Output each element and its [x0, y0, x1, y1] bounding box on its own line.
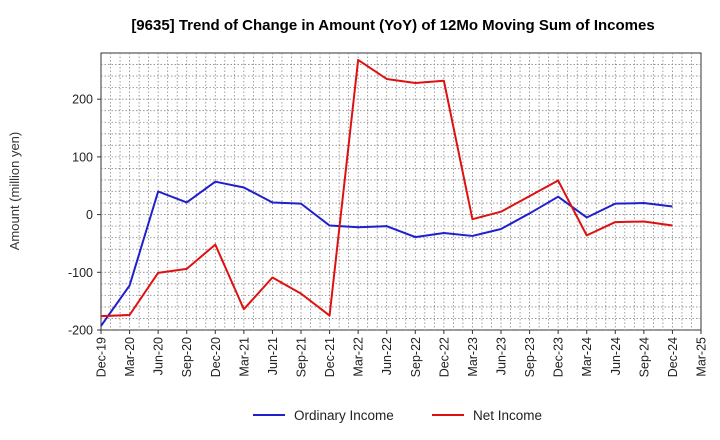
x-tick-label: Jun-21 — [266, 337, 280, 375]
plot-area — [100, 52, 702, 331]
legend: Ordinary Income Net Income — [253, 408, 542, 423]
series-line-ordinary-income — [100, 180, 673, 327]
legend-label: Ordinary Income — [294, 408, 394, 423]
x-tick-label: Sep-23 — [523, 337, 537, 377]
x-tick-label: Dec-24 — [666, 337, 680, 377]
x-tick-label: Sep-21 — [295, 337, 309, 377]
x-tick-label: Dec-19 — [95, 337, 109, 377]
x-tick-label: Sep-20 — [180, 337, 194, 377]
x-tick-label: Sep-22 — [409, 337, 423, 377]
y-tick-label: 200 — [72, 93, 93, 107]
x-tick-label: Mar-23 — [466, 337, 480, 377]
chart-title: [9635] Trend of Change in Amount (YoY) o… — [131, 17, 654, 34]
grid — [101, 53, 701, 330]
x-tick-label: Dec-20 — [209, 337, 223, 377]
x-tick-label: Jun-22 — [380, 337, 394, 375]
y-axis-label: Amount (million yen) — [7, 132, 22, 251]
x-tick-label: Mar-20 — [123, 337, 137, 377]
legend-label: Net Income — [473, 408, 542, 423]
x-axis-ticks: Dec-19 Mar-20 Jun-20 Sep-20 Dec-20 Mar-21 Jun-… — [95, 330, 709, 377]
x-tick-label: Jun-20 — [152, 337, 166, 375]
x-tick-label: Jun-24 — [609, 337, 623, 375]
series-line-net-income — [100, 58, 673, 318]
x-tick-label: Sep-24 — [637, 337, 651, 377]
y-tick-label: -200 — [68, 324, 93, 338]
y-axis-ticks: -200 -100 0 100 200 — [68, 93, 101, 338]
plot-frame — [100, 52, 702, 331]
x-tick-label: Mar-22 — [352, 337, 366, 377]
y-tick-label: 100 — [72, 150, 93, 164]
x-tick-label: Mar-21 — [237, 337, 251, 377]
x-tick-label: Mar-25 — [695, 337, 709, 377]
series-lines — [100, 58, 673, 327]
y-tick-label: 0 — [86, 208, 93, 222]
y-tick-label: -100 — [68, 266, 93, 280]
x-tick-label: Dec-23 — [552, 337, 566, 377]
x-tick-label: Dec-22 — [437, 337, 451, 377]
x-tick-label: Jun-23 — [495, 337, 509, 375]
x-tick-label: Mar-24 — [580, 337, 594, 377]
x-tick-label: Dec-21 — [323, 337, 337, 377]
